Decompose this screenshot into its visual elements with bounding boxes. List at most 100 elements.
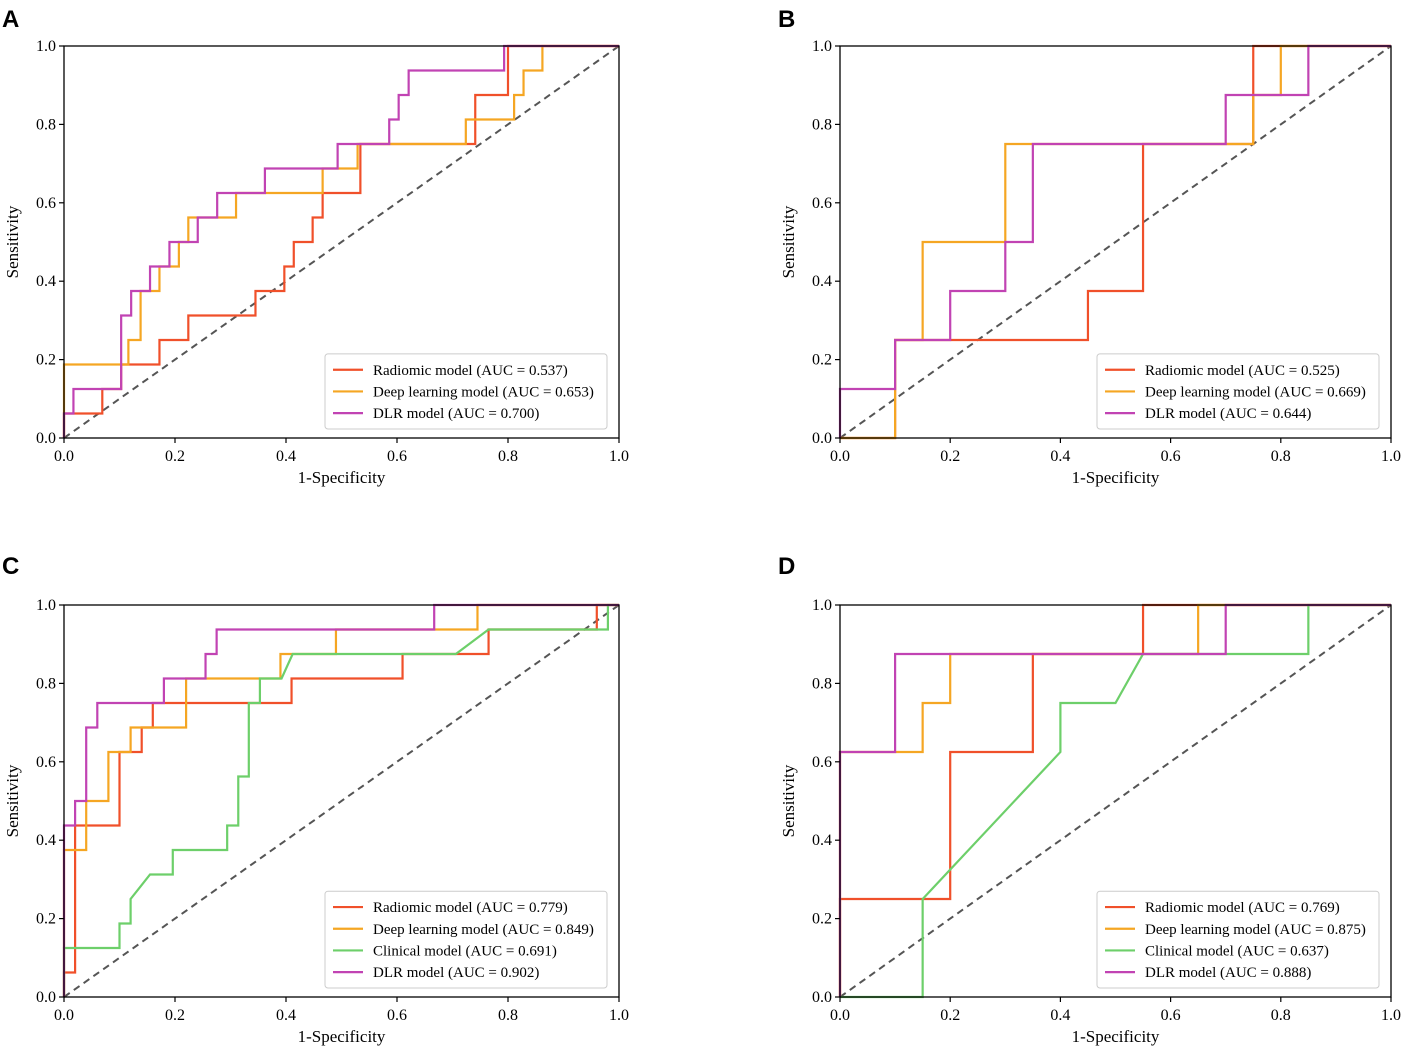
legend: Radiomic model (AUC = 0.779) Deep learnin… bbox=[324, 890, 608, 989]
legend-box bbox=[324, 353, 608, 430]
legend: Radiomic model (AUC = 0.537) Deep learnin… bbox=[324, 353, 608, 430]
x-tick-label: 0.6 bbox=[1161, 448, 1181, 465]
y-tick-label: 0.8 bbox=[36, 675, 56, 692]
roc-curve-clinical bbox=[62, 603, 619, 997]
y-tick-label: 0.6 bbox=[36, 195, 56, 212]
x-axis-label: 1-Specificity bbox=[298, 1027, 386, 1046]
x-tick-label: 0.0 bbox=[830, 448, 850, 465]
legend-label-radiomic: Radiomic model (AUC = 0.779) bbox=[373, 900, 568, 916]
legend-label-clinical: Clinical model (AUC = 0.691) bbox=[373, 943, 557, 959]
y-tick-label: 0.6 bbox=[812, 754, 832, 771]
panel-letter: B bbox=[778, 6, 795, 33]
y-tick-label: 1.0 bbox=[36, 38, 56, 55]
legend-label-dlr: DLR model (AUC = 0.888) bbox=[1145, 965, 1311, 981]
y-tick-label: 0.2 bbox=[812, 352, 832, 369]
x-tick-label: 0.4 bbox=[1050, 1007, 1070, 1024]
legend-label-deep: Deep learning model (AUC = 0.669) bbox=[1145, 384, 1366, 400]
diagonal-reference-line bbox=[839, 604, 1392, 998]
chart-panel-a: A 0.0 0.2 0.4 0.6 0.8 1.0 0.0 0.2 0.4 0.6 0.8 1.0 1-S… bbox=[2, 6, 629, 487]
x-axis-label: 1-Specificity bbox=[1072, 1027, 1160, 1046]
diagonal-reference-line bbox=[63, 45, 620, 439]
y-tick-label: 0.4 bbox=[812, 273, 832, 290]
legend-box bbox=[1096, 353, 1380, 430]
roc-curve-dlr bbox=[838, 44, 1391, 438]
legend-label-dlr: DLR model (AUC = 0.902) bbox=[373, 965, 539, 981]
legend-label-dlr: DLR model (AUC = 0.700) bbox=[373, 406, 539, 422]
y-tick-label: 1.0 bbox=[812, 38, 832, 55]
axes-frame bbox=[839, 604, 1392, 998]
roc-curve-dlr bbox=[62, 44, 619, 438]
y-tick-label: 0.6 bbox=[812, 195, 832, 212]
x-tick-label: 0.2 bbox=[165, 448, 185, 465]
y-tick-label: 0.8 bbox=[812, 675, 832, 692]
x-tick-label: 0.8 bbox=[1271, 1007, 1291, 1024]
panel-letter: C bbox=[2, 553, 19, 580]
x-tick-label: 1.0 bbox=[609, 448, 629, 465]
legend-label-radiomic: Radiomic model (AUC = 0.769) bbox=[1145, 900, 1340, 916]
axes-frame bbox=[63, 604, 620, 998]
legend-box bbox=[1096, 890, 1380, 989]
x-tick-label: 1.0 bbox=[1381, 448, 1401, 465]
x-tick-label: 0.6 bbox=[387, 448, 407, 465]
x-tick-label: 0.8 bbox=[498, 1007, 518, 1024]
y-tick-label: 0.4 bbox=[36, 273, 56, 290]
panel-letter: A bbox=[2, 6, 19, 33]
legend-label-deep: Deep learning model (AUC = 0.653) bbox=[373, 384, 594, 400]
panel-letter: D bbox=[778, 553, 795, 580]
x-axis-label: 1-Specificity bbox=[1072, 468, 1160, 487]
chart-panel-d: D 0.0 0.2 0.4 0.6 0.8 1.0 0.0 0.2 0.4 0.6 0.8 1.0 1-S… bbox=[778, 553, 1401, 1046]
axes-frame bbox=[63, 45, 620, 439]
y-tick-label: 0.6 bbox=[36, 754, 56, 771]
diagonal-reference-line bbox=[63, 604, 620, 998]
roc-curve-radiomic bbox=[838, 603, 1391, 997]
x-tick-label: 0.8 bbox=[1271, 448, 1291, 465]
legend-label-deep: Deep learning model (AUC = 0.849) bbox=[373, 922, 594, 938]
y-tick-label: 1.0 bbox=[36, 597, 56, 614]
y-tick-label: 0.4 bbox=[36, 832, 56, 849]
x-tick-label: 0.6 bbox=[1161, 1007, 1181, 1024]
x-tick-label: 0.4 bbox=[1050, 448, 1070, 465]
x-tick-label: 0.2 bbox=[940, 448, 960, 465]
y-axis-label: Sensitivity bbox=[779, 205, 798, 278]
legend: Radiomic model (AUC = 0.769) Deep learnin… bbox=[1096, 890, 1380, 989]
y-tick-label: 0.0 bbox=[812, 989, 832, 1006]
x-tick-label: 0.2 bbox=[940, 1007, 960, 1024]
y-axis-label: Sensitivity bbox=[3, 764, 22, 837]
legend-label-deep: Deep learning model (AUC = 0.875) bbox=[1145, 922, 1366, 938]
x-tick-label: 0.8 bbox=[498, 448, 518, 465]
y-tick-label: 0.8 bbox=[36, 116, 56, 133]
x-tick-label: 0.0 bbox=[54, 448, 74, 465]
y-tick-label: 0.0 bbox=[812, 430, 832, 447]
legend-label-dlr: DLR model (AUC = 0.644) bbox=[1145, 406, 1311, 422]
x-tick-label: 0.4 bbox=[276, 448, 296, 465]
y-tick-label: 0.0 bbox=[36, 989, 56, 1006]
roc-curve-clinical bbox=[840, 603, 1391, 999]
x-tick-label: 0.6 bbox=[387, 1007, 407, 1024]
y-tick-label: 0.2 bbox=[36, 352, 56, 369]
chart-panel-c: C 0.0 0.2 0.4 0.6 0.8 1.0 0.0 0.2 0.4 0.6 0.8 1.0 1-S… bbox=[2, 553, 629, 1046]
x-tick-label: 1.0 bbox=[1381, 1007, 1401, 1024]
y-tick-label: 0.8 bbox=[812, 116, 832, 133]
legend-label-radiomic: Radiomic model (AUC = 0.525) bbox=[1145, 363, 1340, 379]
legend-label-clinical: Clinical model (AUC = 0.637) bbox=[1145, 943, 1329, 959]
y-tick-label: 0.2 bbox=[36, 911, 56, 928]
legend: Radiomic model (AUC = 0.525) Deep learnin… bbox=[1096, 353, 1380, 430]
x-tick-label: 0.0 bbox=[830, 1007, 850, 1024]
y-axis-label: Sensitivity bbox=[3, 205, 22, 278]
x-axis-label: 1-Specificity bbox=[298, 468, 386, 487]
y-tick-label: 0.2 bbox=[812, 911, 832, 928]
diagonal-reference-line bbox=[839, 45, 1392, 439]
x-tick-label: 0.2 bbox=[165, 1007, 185, 1024]
chart-panel-b: B 0.0 0.2 0.4 0.6 0.8 1.0 0.0 0.2 0.4 0.6 0.8 1.0 1-S… bbox=[778, 6, 1401, 487]
x-tick-label: 1.0 bbox=[609, 1007, 629, 1024]
y-axis-label: Sensitivity bbox=[779, 764, 798, 837]
roc-curve-dlr bbox=[62, 603, 619, 997]
legend-label-radiomic: Radiomic model (AUC = 0.537) bbox=[373, 363, 568, 379]
y-tick-label: 0.0 bbox=[36, 430, 56, 447]
axes-frame bbox=[839, 45, 1392, 439]
y-tick-label: 1.0 bbox=[812, 597, 832, 614]
x-tick-label: 0.0 bbox=[54, 1007, 74, 1024]
legend-box bbox=[324, 890, 608, 989]
